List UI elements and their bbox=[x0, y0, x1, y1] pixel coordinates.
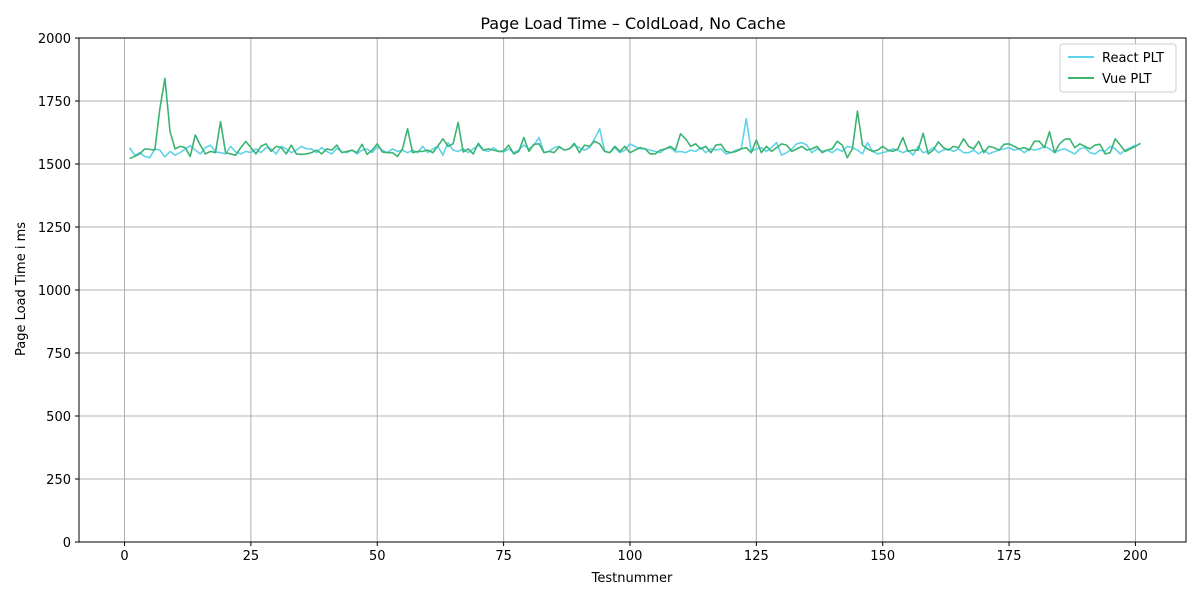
legend-label: React PLT bbox=[1102, 51, 1164, 66]
y-tick-label: 1750 bbox=[38, 95, 71, 110]
legend: React PLT Vue PLT bbox=[1059, 43, 1177, 93]
axis-ticks: 0 25 50 75 100 125 150 175 200025050075010001250… bbox=[38, 32, 1148, 564]
chart-title: Page Load Time – ColdLoad, No Cache bbox=[480, 14, 785, 33]
y-tick-label: 500 bbox=[46, 410, 71, 425]
x-tick-label: 125 bbox=[744, 549, 769, 564]
y-tick-label: 0 bbox=[63, 536, 71, 551]
y-tick-label: 750 bbox=[46, 347, 71, 362]
x-tick-label: 50 bbox=[369, 549, 386, 564]
legend-label: Vue PLT bbox=[1102, 72, 1152, 87]
y-tick-label: 1000 bbox=[38, 284, 71, 299]
x-tick-label: 100 bbox=[618, 549, 643, 564]
y-tick-label: 2000 bbox=[38, 32, 71, 47]
series-line-react-plt bbox=[128, 117, 1136, 159]
x-tick-label: 200 bbox=[1123, 549, 1148, 564]
y-tick-label: 1500 bbox=[38, 158, 71, 173]
series-line-vue-plt bbox=[129, 77, 1141, 160]
y-axis-label: Page Load Time i ms bbox=[14, 222, 29, 356]
y-tick-label: 1250 bbox=[38, 221, 71, 236]
x-axis-label: Testnummer bbox=[591, 571, 673, 586]
x-tick-label: 0 bbox=[120, 549, 128, 564]
x-tick-label: 75 bbox=[495, 549, 512, 564]
x-tick-label: 175 bbox=[997, 549, 1022, 564]
x-tick-label: 150 bbox=[870, 549, 895, 564]
x-tick-label: 25 bbox=[243, 549, 260, 564]
y-tick-label: 250 bbox=[46, 473, 71, 488]
series-layer bbox=[128, 77, 1141, 160]
